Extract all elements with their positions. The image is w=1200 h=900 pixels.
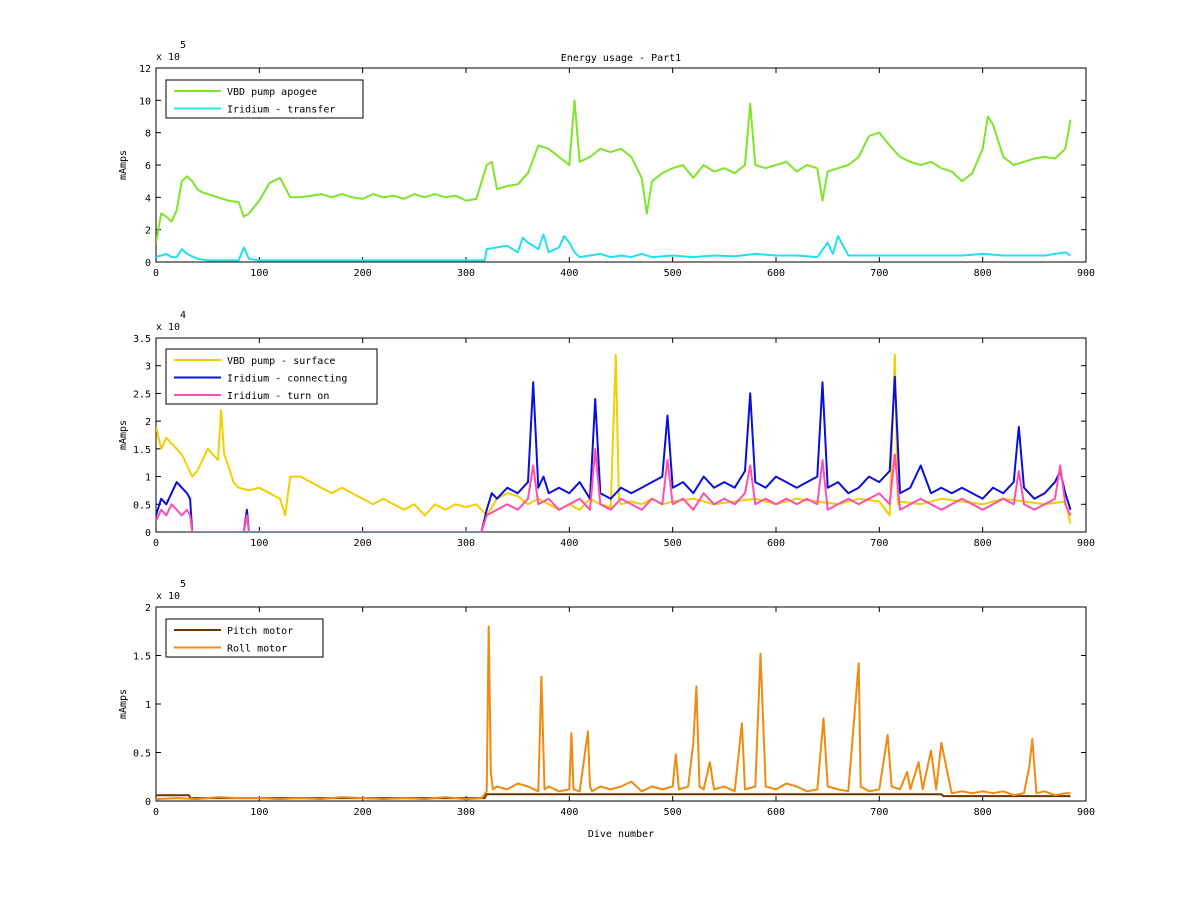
axes-box <box>155 337 1087 533</box>
x-tick-label: 700 <box>870 807 888 818</box>
series-line-3 <box>156 447 1072 532</box>
exponent-power: 4 <box>180 310 186 321</box>
exponent-base: x 10 <box>156 591 180 602</box>
exponent-base: x 10 <box>156 52 180 63</box>
x-tick-label: 100 <box>250 538 268 549</box>
x-tick-label: 600 <box>767 538 785 549</box>
legend-label: Pitch motor <box>227 626 293 637</box>
x-axis-label: Dive number <box>588 829 654 840</box>
y-tick-label: 0 <box>145 797 151 808</box>
x-tick-label: 300 <box>457 538 475 549</box>
x-tick-label: 400 <box>560 268 578 279</box>
y-axis-label: mAmps <box>118 420 129 450</box>
x-tick-label: 400 <box>560 538 578 549</box>
legend-label: VBD pump apogee <box>227 87 317 98</box>
x-tick-label: 400 <box>560 807 578 818</box>
x-tick-label: 500 <box>664 807 682 818</box>
y-tick-label: 0.5 <box>133 500 151 511</box>
x-tick-label: 300 <box>457 807 475 818</box>
y-tick-label: 10 <box>139 96 151 107</box>
y-tick-label: 6 <box>145 161 151 172</box>
y-tick-label: 4 <box>145 193 151 204</box>
series-line-2 <box>156 375 1072 532</box>
y-tick-label: 1.5 <box>133 445 151 456</box>
y-tick-label: 12 <box>139 64 151 75</box>
exponent-power: 5 <box>180 579 186 590</box>
y-tick-label: 3 <box>145 362 151 373</box>
x-tick-label: 800 <box>974 268 992 279</box>
x-tick-label: 0 <box>153 268 159 279</box>
y-tick-label: 2 <box>145 417 151 428</box>
legend-label: VBD pump - surface <box>227 356 335 367</box>
x-tick-label: 200 <box>354 268 372 279</box>
x-tick-label: 900 <box>1077 807 1095 818</box>
y-tick-label: 2.5 <box>133 389 151 400</box>
y-axis-label: mAmps <box>118 150 129 180</box>
x-tick-label: 500 <box>664 268 682 279</box>
x-tick-label: 600 <box>767 268 785 279</box>
legend-box <box>165 79 364 119</box>
legend: VBD pump apogee Iridium - transfer <box>165 79 364 119</box>
x-tick-label: 200 <box>354 538 372 549</box>
y-tick-label: 2 <box>145 603 151 614</box>
y-axis-label: mAmps <box>118 689 129 719</box>
x-tick-label: 200 <box>354 807 372 818</box>
chart-panel-1: 0 100 200 300 400 500 600 700 800 900 0 2 4 6 8 10 12 x 1… <box>118 40 1095 279</box>
x-tick-label: 900 <box>1077 268 1095 279</box>
legend: VBD pump - surface Iridium - connecting Ir… <box>165 348 378 405</box>
exponent-base: x 10 <box>156 322 180 333</box>
x-tick-label: 700 <box>870 268 888 279</box>
series-line-2 <box>156 625 1071 801</box>
series-line-2 <box>156 233 1072 262</box>
series-line-1 <box>156 353 1072 524</box>
legend-label: Roll motor <box>227 644 287 655</box>
exponent-power: 5 <box>180 40 186 51</box>
legend-label: Iridium - connecting <box>227 374 347 385</box>
y-tick-label: 0 <box>145 528 151 539</box>
y-tick-label: 2 <box>145 226 151 237</box>
x-tick-label: 0 <box>153 538 159 549</box>
legend-label: Iridium - turn on <box>227 391 329 402</box>
x-tick-label: 700 <box>870 538 888 549</box>
chart-panel-3: 0 100 200 300 400 500 600 700 800 900 0 0.5 1 1.5 2 x 1… <box>118 579 1095 840</box>
x-tick-label: 900 <box>1077 538 1095 549</box>
x-tick-label: 300 <box>457 268 475 279</box>
x-tick-label: 0 <box>153 807 159 818</box>
x-tick-label: 100 <box>250 807 268 818</box>
x-tick-label: 800 <box>974 538 992 549</box>
y-tick-label: 3.5 <box>133 334 151 345</box>
chart-title: Energy usage - Part1 <box>561 53 681 64</box>
y-tick-label: 0 <box>145 258 151 269</box>
chart-panel-2: 0 100 200 300 400 500 600 700 800 900 0 0.5 1 1.5 2 2.5… <box>118 310 1095 549</box>
legend-box <box>165 618 324 658</box>
y-tick-label: 1.5 <box>133 652 151 663</box>
y-tick-label: 0.5 <box>133 749 151 760</box>
legend-label: Iridium - transfer <box>227 105 335 116</box>
y-tick-label: 8 <box>145 129 151 140</box>
x-tick-label: 500 <box>664 538 682 549</box>
x-tick-label: 600 <box>767 807 785 818</box>
x-tick-label: 100 <box>250 268 268 279</box>
series-line-1 <box>156 99 1072 243</box>
y-tick-label: 1 <box>145 473 151 484</box>
y-tick-label: 1 <box>145 700 151 711</box>
legend: Pitch motor Roll motor <box>165 618 324 658</box>
x-tick-label: 800 <box>974 807 992 818</box>
